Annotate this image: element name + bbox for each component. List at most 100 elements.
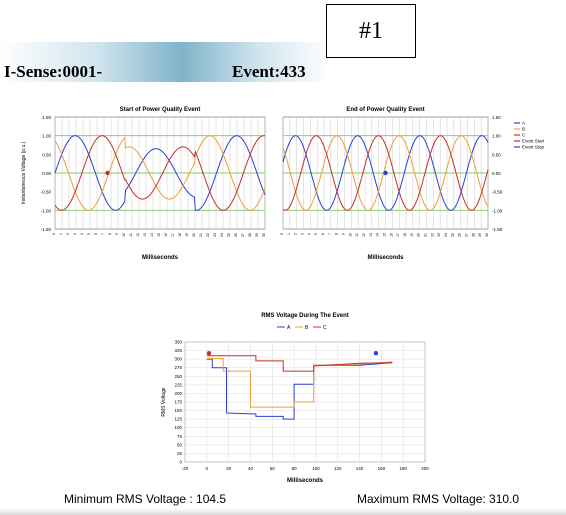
rms-plot-frame xyxy=(184,341,426,463)
x-tick-1: 18 xyxy=(403,233,407,237)
x-tick-0: 2 xyxy=(66,233,70,235)
series-a-1 xyxy=(282,135,489,211)
y-tick-1: 1.50 xyxy=(492,115,501,120)
x-tick-1: 1 xyxy=(287,233,291,235)
rms-chart-title: RMS Voltage During The Event xyxy=(261,313,349,319)
x-tick-0: 12 xyxy=(136,233,140,237)
x-tick-1: 22 xyxy=(430,233,434,237)
y-tick-1: 0.00 xyxy=(492,171,501,176)
legend-label-1: B xyxy=(522,127,525,132)
x-tick-0: 21 xyxy=(199,233,203,237)
rms-x-tick: -20 xyxy=(182,466,189,471)
rms-series-b xyxy=(206,358,393,408)
y-tick-0: 0.50 xyxy=(42,152,51,157)
rms-series-a xyxy=(206,358,393,420)
x-tick-1: 10 xyxy=(348,233,352,237)
x-tick-0: 27 xyxy=(241,233,245,237)
rms-x-tick: 100 xyxy=(312,466,320,471)
x-tick-1: 21 xyxy=(424,233,428,237)
marker-1 xyxy=(383,170,388,176)
x-tick-1: 7 xyxy=(328,233,332,235)
x-tick-0: 9 xyxy=(115,233,119,235)
y-tick-0: -0.50 xyxy=(41,190,52,195)
series-c-1 xyxy=(282,135,489,211)
x-tick-0: 1 xyxy=(59,233,63,235)
x-tick-1: 27 xyxy=(465,233,469,237)
rms-x-tick: 80 xyxy=(292,466,298,471)
x-tick-0: 19 xyxy=(185,233,189,237)
x-tick-0: 26 xyxy=(234,233,238,237)
y-tick-0: -1.00 xyxy=(41,208,52,213)
x-tick-0: 20 xyxy=(192,233,196,237)
rms-y-tick: 100 xyxy=(174,425,182,430)
rms-y-tick: 250 xyxy=(174,374,182,379)
legend-label-0: A xyxy=(522,121,525,126)
x-tick-1: 0 xyxy=(280,233,284,235)
rms-y-tick: 325 xyxy=(174,348,182,353)
x-tick-1: 11 xyxy=(355,233,359,237)
chart-title-1: End of Power Quality Event xyxy=(346,107,424,113)
x-tick-0: 18 xyxy=(178,233,182,237)
rms-y-axis-label: RMS Voltage xyxy=(161,387,167,416)
x-tick-0: 16 xyxy=(164,233,168,237)
series-b-1 xyxy=(282,135,489,211)
rms-y-tick: 300 xyxy=(174,357,182,362)
x-tick-1: 8 xyxy=(335,233,339,235)
header-banner xyxy=(0,42,330,82)
series-c-0 xyxy=(54,135,266,211)
y-tick-0: 0.00 xyxy=(42,171,51,176)
legend-label-2: C xyxy=(522,133,526,138)
y-tick-0: -1.50 xyxy=(41,227,52,232)
x-tick-1: 9 xyxy=(342,233,346,235)
rms-x-tick: 200 xyxy=(421,466,429,471)
legend-label-3: Event Start xyxy=(522,139,545,144)
y-tick-1: -0.50 xyxy=(492,190,503,195)
rms-legend-label-c: C xyxy=(323,325,327,331)
rms-x-axis-label: Milliseconds xyxy=(287,478,324,484)
rms-x-tick: 40 xyxy=(248,466,254,471)
rms-x-tick: 20 xyxy=(226,466,232,471)
x-tick-0: 7 xyxy=(101,233,105,235)
rms-y-tick: 275 xyxy=(174,365,182,370)
x-tick-0: 3 xyxy=(73,233,77,235)
y-tick-1: 0.50 xyxy=(492,152,501,157)
x-tick-1: 20 xyxy=(417,233,421,237)
x-tick-1: 25 xyxy=(451,233,455,237)
y-tick-0: 1.00 xyxy=(42,134,51,139)
event-id: Event:433 xyxy=(232,62,306,81)
x-tick-1: 3 xyxy=(301,233,305,235)
plot-frame-0 xyxy=(54,116,266,230)
x-tick-1: 17 xyxy=(396,233,400,237)
rms-legend-label-b: B xyxy=(305,325,309,331)
x-tick-1: 16 xyxy=(389,233,393,237)
rms-x-tick: 140 xyxy=(356,466,364,471)
x-tick-0: 28 xyxy=(248,233,252,237)
x-tick-0: 30 xyxy=(262,233,266,237)
rms-series-c xyxy=(206,355,393,372)
x-tick-1: 29 xyxy=(478,233,482,237)
y-tick-1: 1.00 xyxy=(492,134,501,139)
rms-x-tick: 0 xyxy=(206,466,209,471)
x-tick-1: 13 xyxy=(369,233,373,237)
rms-legend-label-a: A xyxy=(287,325,291,331)
x-tick-1: 30 xyxy=(485,233,489,237)
x-tick-0: 11 xyxy=(129,233,133,237)
x-tick-0: 22 xyxy=(206,233,210,237)
x-tick-0: 15 xyxy=(157,233,161,237)
x-tick-0: 5 xyxy=(87,233,91,235)
x-tick-1: 26 xyxy=(458,233,462,237)
y-tick-0: 1.50 xyxy=(42,115,51,120)
rms-y-tick: 150 xyxy=(174,408,182,413)
rms-marker-1 xyxy=(373,350,379,356)
x-tick-1: 12 xyxy=(362,233,366,237)
rms-marker-0 xyxy=(206,350,212,356)
x-tick-0: 24 xyxy=(220,233,224,237)
x-tick-0: 6 xyxy=(94,233,98,235)
x-axis-label-0: Milliseconds xyxy=(142,255,179,261)
x-tick-0: 14 xyxy=(150,233,154,237)
rms-y-tick: 175 xyxy=(174,400,182,405)
x-tick-0: 23 xyxy=(213,233,217,237)
rms-y-tick: 200 xyxy=(174,391,182,396)
x-tick-1: 6 xyxy=(321,233,325,235)
y-tick-1: -1.00 xyxy=(492,208,503,213)
